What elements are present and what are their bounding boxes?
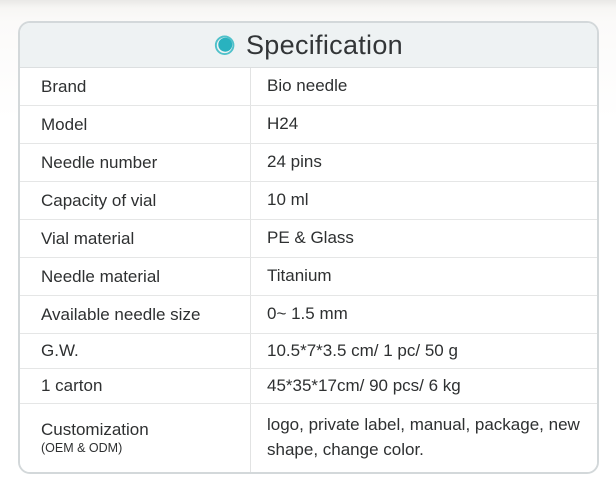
spec-table: Brand Bio needle Model H24 Needle number…: [20, 68, 597, 472]
row-label-cell: Available needle size: [20, 296, 251, 333]
row-label: Model: [41, 114, 88, 134]
row-value: PE & Glass: [267, 228, 354, 248]
row-value: logo, private label, manual, package, ne…: [267, 415, 580, 459]
spec-card: Specification Brand Bio needle Model H24…: [18, 21, 599, 474]
table-row: G.W. 10.5*7*3.5 cm/ 1 pc/ 50 g: [20, 333, 597, 368]
row-label-cell: Capacity of vial: [20, 182, 251, 219]
row-label-cell: Needle material: [20, 258, 251, 295]
table-row: Vial material PE & Glass: [20, 219, 597, 257]
row-value: H24: [267, 114, 299, 134]
table-row: Needle material Titanium: [20, 257, 597, 295]
table-row: 1 carton 45*35*17cm/ 90 pcs/ 6 kg: [20, 368, 597, 403]
row-label: G.W.: [41, 341, 79, 361]
row-value: Titanium: [267, 266, 332, 286]
row-value: 0~ 1.5 mm: [267, 304, 348, 324]
row-label: Available needle size: [41, 304, 201, 324]
row-label-cell: Model: [20, 106, 251, 143]
row-value: 45*35*17cm/ 90 pcs/ 6 kg: [267, 375, 461, 395]
table-row: Customization (OEM & ODM) logo, private …: [20, 403, 597, 472]
row-label-cell: Vial material: [20, 220, 251, 257]
row-label-cell: Needle number: [20, 144, 251, 181]
table-row: Available needle size 0~ 1.5 mm: [20, 295, 597, 333]
row-label: Vial material: [41, 228, 135, 248]
table-row: Model H24: [20, 105, 597, 143]
row-value: 10 ml: [267, 190, 309, 210]
row-label-cell: Customization (OEM & ODM): [20, 404, 251, 472]
row-label-cell: 1 carton: [20, 369, 251, 403]
page-title: Specification: [246, 29, 403, 60]
row-value: 10.5*7*3.5 cm/ 1 pc/ 50 g: [267, 340, 458, 360]
spec-header: Specification: [20, 23, 597, 68]
row-label: Capacity of vial: [41, 190, 157, 210]
teal-bullet-circle-icon: [214, 34, 236, 56]
row-sublabel: (OEM & ODM): [41, 441, 123, 456]
row-value: Bio needle: [267, 76, 348, 96]
row-label: 1 carton: [41, 376, 103, 396]
table-row: Brand Bio needle: [20, 68, 597, 105]
row-label: Needle material: [41, 266, 161, 286]
table-row: Needle number 24 pins: [20, 143, 597, 181]
row-label: Customization: [41, 420, 149, 440]
table-row: Capacity of vial 10 ml: [20, 181, 597, 219]
row-value: 24 pins: [267, 152, 322, 172]
row-label: Brand: [41, 76, 87, 96]
row-label-cell: Brand: [20, 68, 251, 105]
row-label-cell: G.W.: [20, 334, 251, 368]
row-label: Needle number: [41, 152, 158, 172]
